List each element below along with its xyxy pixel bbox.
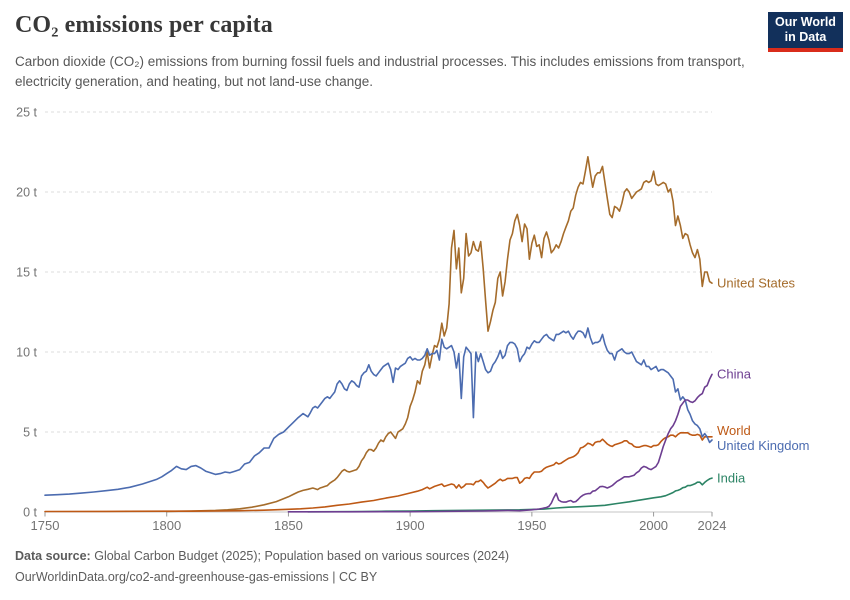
series-line-world[interactable] [44,431,713,513]
y-tick-label-0t: 0 t [23,505,37,519]
series-line-united-kingdom[interactable] [44,327,713,497]
x-tick-label-2000: 2000 [639,518,668,533]
y-tick-label-15t: 15 t [16,265,37,279]
x-tick-label-1900: 1900 [396,518,425,533]
owid-logo-line2: in Data [784,30,827,44]
page-title: CO₂ emissions per capita [15,12,273,38]
y-tick-label-5t: 5 t [23,425,37,439]
owid-logo-line1: Our World [775,15,836,29]
series-label-india[interactable]: India [717,470,746,485]
series-line-united-states[interactable] [165,156,713,513]
series-line-india[interactable] [307,477,713,513]
series-label-united-kingdom[interactable]: United Kingdom [717,438,810,453]
license-link[interactable]: OurWorldinData.org/co2-and-greenhouse-ga… [15,569,378,584]
x-tick-label-1800: 1800 [152,518,181,533]
chart-subtitle: Carbon dioxide (CO₂) emissions from burn… [15,54,745,89]
data-source-text: Global Carbon Budget (2025); Population … [94,549,510,563]
data-source-label: Data source: [15,549,91,563]
y-tick-label-20t: 20 t [16,185,37,199]
x-tick-label-2024: 2024 [698,518,727,533]
x-tick-label-1750: 1750 [31,518,60,533]
x-tick-label-1950: 1950 [517,518,546,533]
series-label-united-states[interactable]: United States [717,276,796,291]
owid-logo[interactable]: Our World in Data [768,12,843,52]
series-line-china[interactable] [287,373,713,513]
chart-footer: Data source: Global Carbon Budget (2025)… [15,546,509,587]
series-label-world[interactable]: World [717,423,751,438]
y-tick-label-10t: 10 t [16,345,37,359]
x-tick-label-1850: 1850 [274,518,303,533]
data-source-line[interactable]: Data source: Global Carbon Budget (2025)… [15,546,509,567]
series-label-china[interactable]: China [717,367,752,382]
y-tick-label-25t: 25 t [16,105,37,119]
